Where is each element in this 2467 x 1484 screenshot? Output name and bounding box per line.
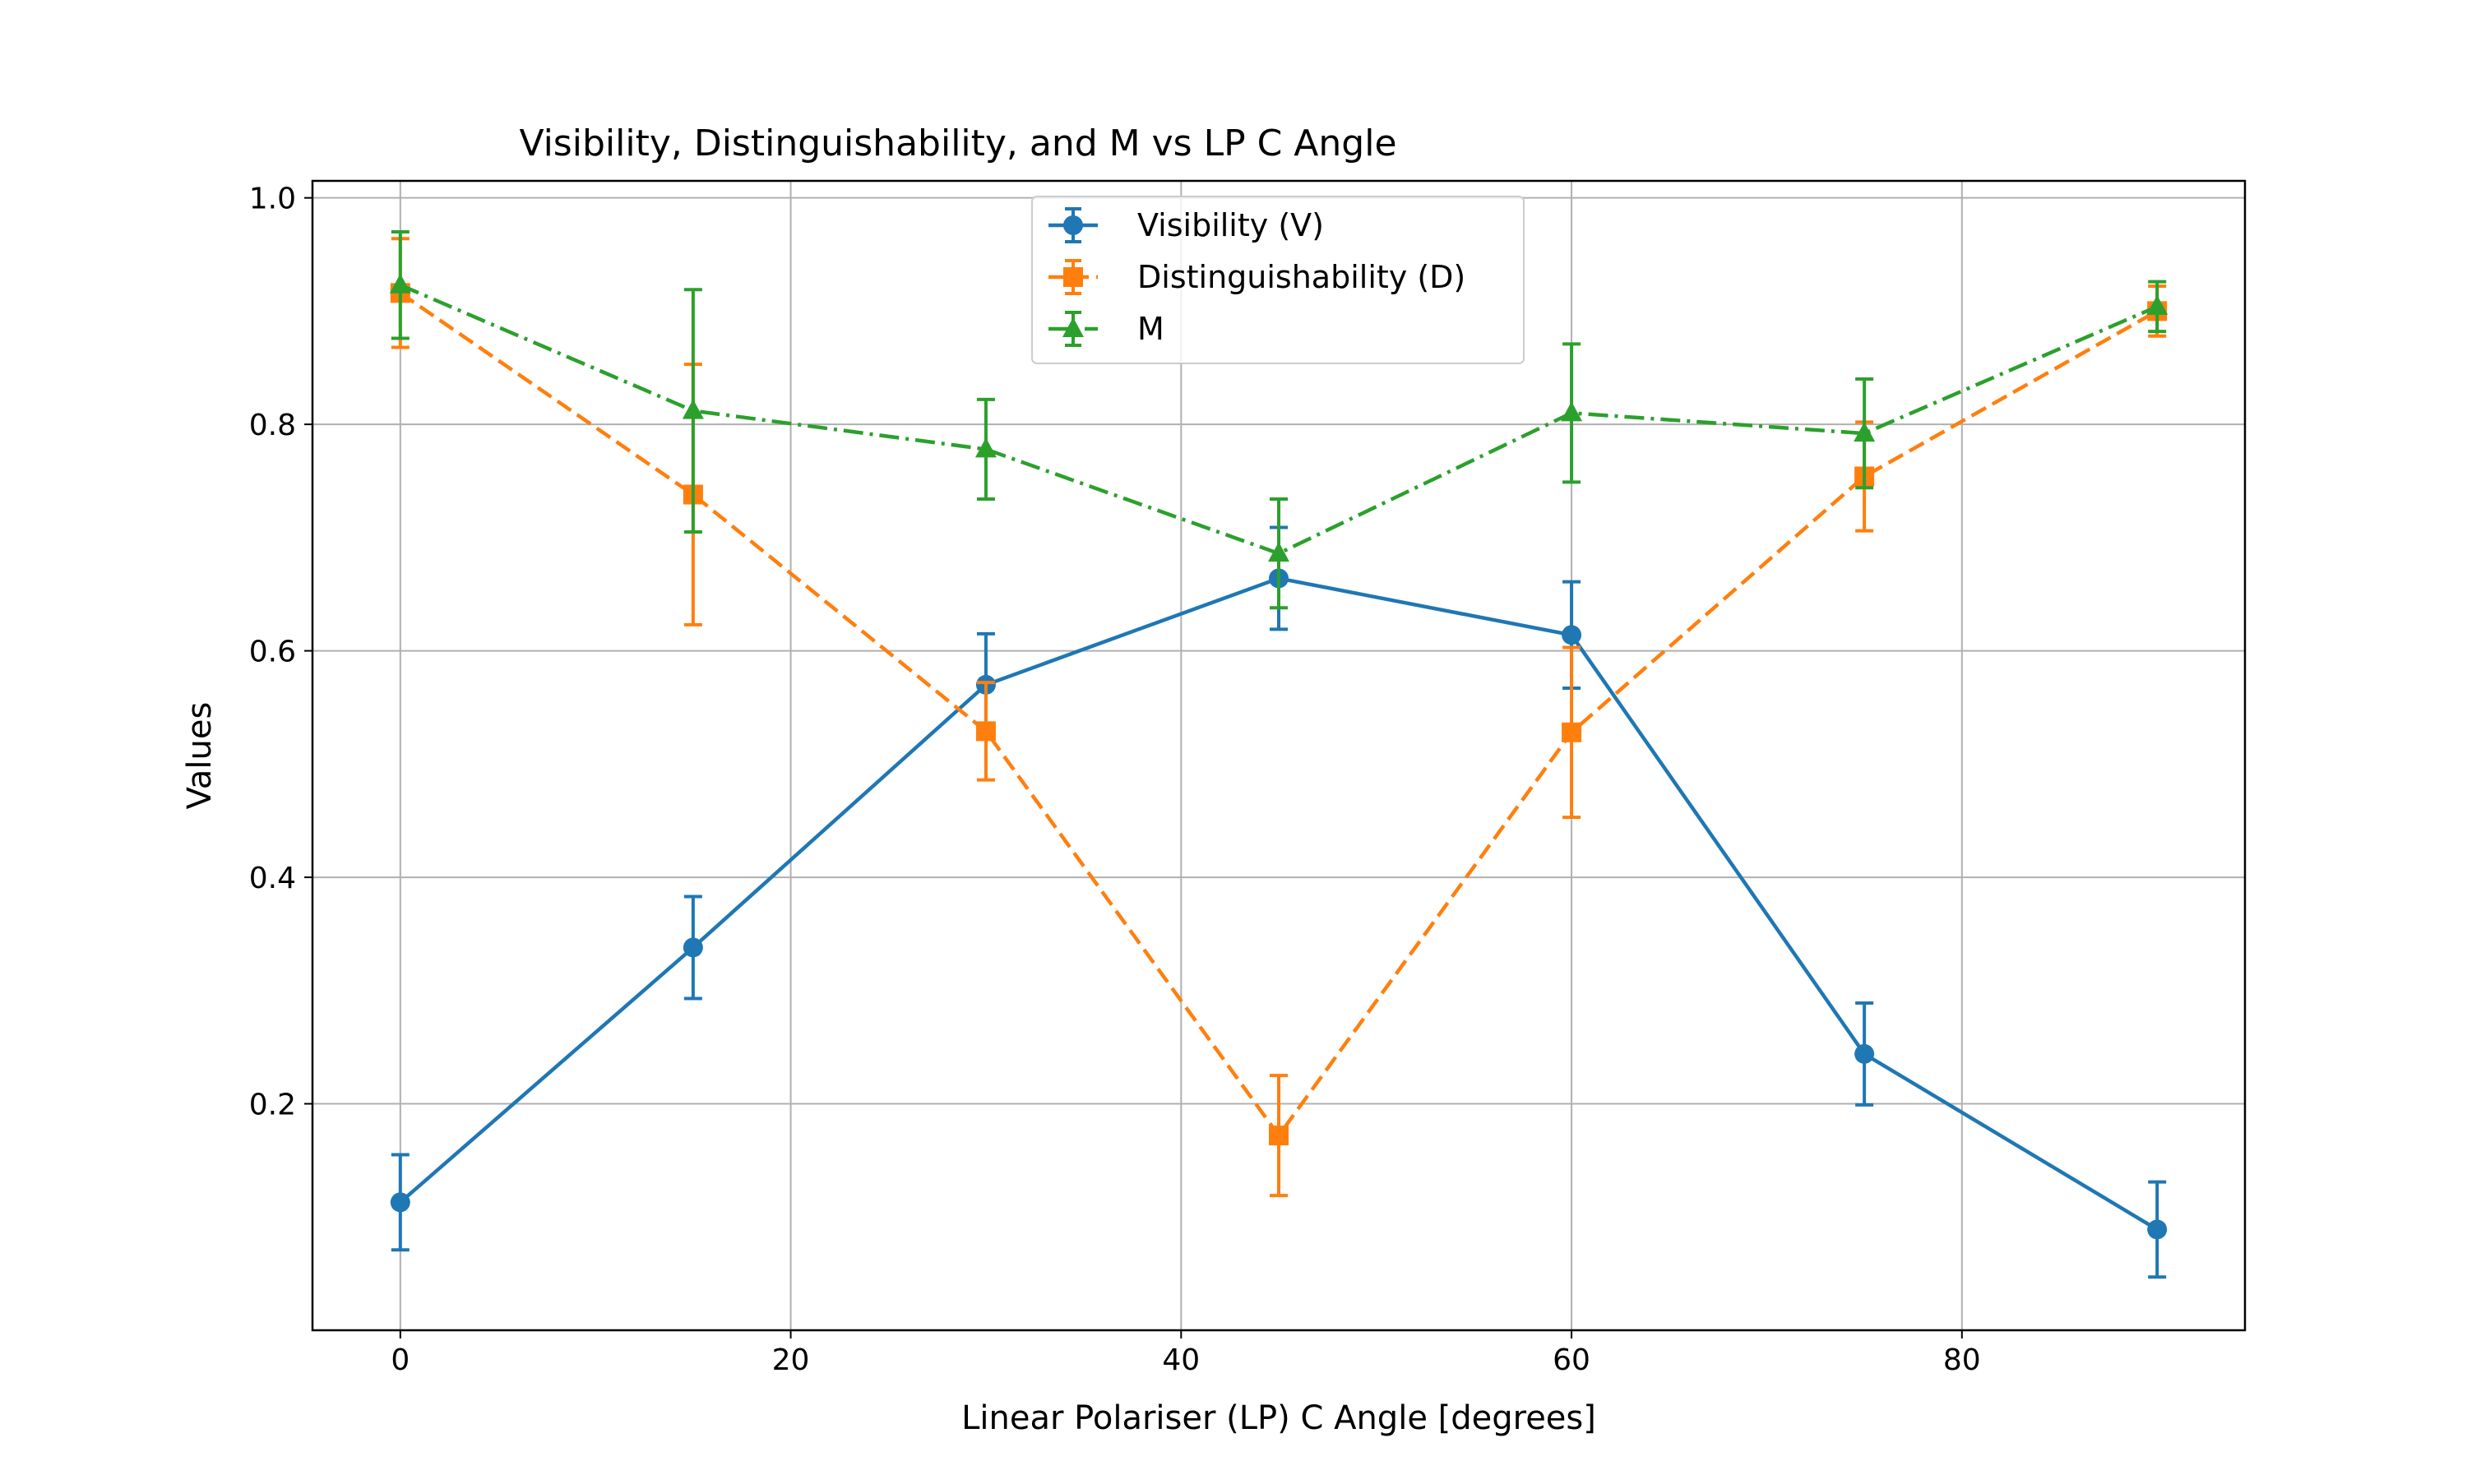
legend: Visibility (V) Distinguishability (D) M [1031, 196, 1525, 364]
y-axis-label: Values [181, 702, 219, 810]
data-point-visibility-v [1854, 1043, 1875, 1064]
legend-label-visibility-v: Visibility (V) [1137, 207, 1324, 243]
legend-marker-m [1062, 317, 1084, 337]
y-tick-label: 1.0 [249, 183, 296, 216]
y-tick-label: 0.6 [249, 636, 296, 669]
data-point-distinguishability-d [1562, 722, 1582, 742]
legend-marker-visibility-v [1063, 215, 1083, 235]
data-point-m [1561, 401, 1583, 422]
x-tick-label: 80 [1943, 1343, 1981, 1377]
data-point-distinguishability-d [1269, 1126, 1289, 1146]
legend-marker-distinguishability-d [1063, 267, 1083, 287]
series-distinguishability-d [390, 237, 2168, 1198]
ticks: 0 20 40 60 80 0.2 0.4 0.6 0.8 1.0 [249, 183, 1981, 1377]
data-point-m [682, 399, 704, 419]
x-tick-label: 20 [772, 1343, 810, 1377]
legend-label-distinguishability-d: Distinguishability (D) [1137, 259, 1465, 295]
data-point-visibility-v [390, 1192, 410, 1213]
data-point-m [2146, 294, 2168, 315]
series-m [389, 229, 2168, 610]
legend-box [1031, 196, 1525, 364]
x-tick-label: 60 [1553, 1343, 1590, 1377]
data-point-distinguishability-d [975, 721, 996, 742]
data-point-m [974, 437, 997, 458]
data-point-m [389, 273, 411, 294]
legend-item-m: M [1048, 311, 1164, 347]
y-tick-label: 0.4 [249, 862, 296, 895]
legend-item-visibility-v: Visibility (V) [1048, 207, 1324, 243]
x-tick-label: 40 [1162, 1343, 1200, 1377]
legend-label-m: M [1137, 311, 1164, 347]
data-point-m [1854, 422, 1876, 442]
x-tick-label: 0 [391, 1343, 410, 1377]
data-point-visibility-v [2147, 1219, 2168, 1240]
chart-title: Visibility, Distinguishability, and M vs… [519, 123, 1396, 164]
data-point-visibility-v [1562, 625, 1582, 645]
y-tick-label: 0.2 [249, 1089, 296, 1122]
data-point-visibility-v [683, 937, 703, 958]
legend-item-distinguishability-d: Distinguishability (D) [1048, 259, 1465, 295]
x-axis-label: Linear Polariser (LP) C Angle [degrees] [961, 1399, 1596, 1437]
y-tick-label: 0.8 [249, 409, 296, 442]
data-point-m [1268, 542, 1289, 562]
plot-frame [311, 179, 2247, 1332]
series-layer [389, 229, 2168, 1279]
